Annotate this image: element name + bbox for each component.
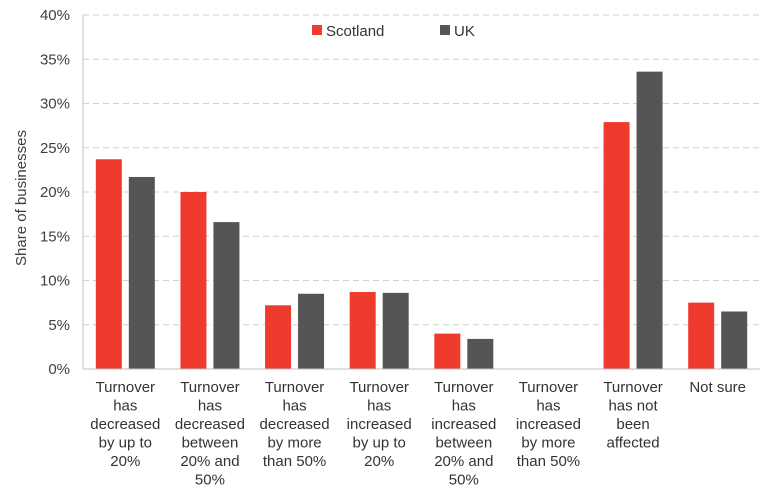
y-axis-title: Share of businesses [13,130,30,266]
bar-scotland [688,302,715,369]
y-tick-label: 15% [40,228,70,245]
bar-uk [721,311,748,369]
bar-scotland [95,159,122,369]
x-category-label: Turnover has not been affected [603,379,662,452]
x-category-label: Turnover has increased by more than 50% [516,379,581,470]
bar-scotland [265,305,292,369]
bars [95,71,748,370]
y-tick-label: 20% [40,184,70,201]
legend-swatch-scotland [312,25,322,35]
y-tick-label: 10% [40,273,70,290]
x-category-label: Turnover has decreased by up to 20% [90,379,160,470]
bar-scotland [434,333,461,369]
bar-scotland [603,122,630,370]
y-tick-label: 0% [48,361,70,378]
x-category-label: Turnover has increased between 20% and 50% [431,379,496,489]
bar-uk [128,176,155,369]
bar-uk [636,71,663,369]
bar-scotland [180,192,207,369]
legend-label-uk: UK [454,23,475,40]
axes: 0% 5% 10% 15% 20% 25% 30% 35% 40% Turnover has decr… [40,7,760,489]
x-category-label: Turnover has decreased by more than 50% [260,379,330,470]
bar-uk [467,338,494,369]
legend: Scotland UK [312,23,475,40]
x-category-label: Turnover has decreased between 20% and 50% [175,379,245,489]
x-category-label: Turnover has increased by up to 20% [347,379,412,470]
bar-uk [213,222,240,369]
y-tick-label: 30% [40,96,70,113]
bar-uk [382,292,409,369]
y-tick-label: 35% [40,51,70,68]
y-tick-label: 25% [40,140,70,157]
y-tick-label: 5% [48,317,70,334]
x-category-label: Not sure [689,379,746,396]
legend-label-scotland: Scotland [326,23,384,40]
y-tick-label: 40% [40,7,70,24]
legend-swatch-uk [440,25,450,35]
bar-uk [298,293,325,369]
bar-scotland [349,292,376,369]
